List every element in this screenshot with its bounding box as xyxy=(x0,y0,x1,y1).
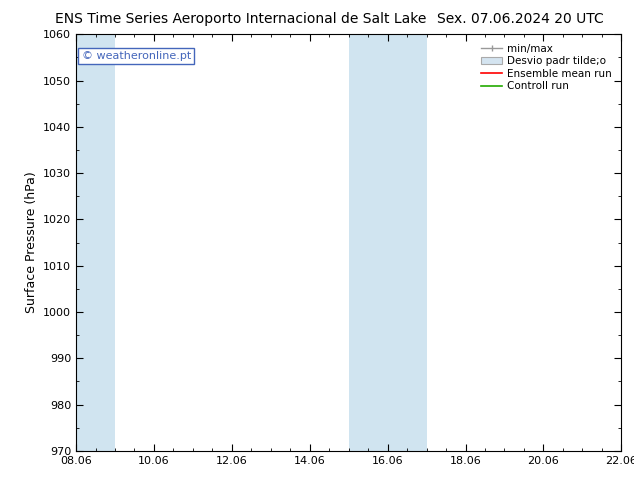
Bar xyxy=(621,34,634,451)
Y-axis label: Surface Pressure (hPa): Surface Pressure (hPa) xyxy=(25,172,37,314)
Bar xyxy=(76,34,115,451)
Text: ENS Time Series Aeroporto Internacional de Salt Lake: ENS Time Series Aeroporto Internacional … xyxy=(55,12,427,26)
Legend: min/max, Desvio padr tilde;o, Ensemble mean run, Controll run: min/max, Desvio padr tilde;o, Ensemble m… xyxy=(477,40,616,96)
Text: Sex. 07.06.2024 20 UTC: Sex. 07.06.2024 20 UTC xyxy=(436,12,604,26)
Text: © weatheronline.pt: © weatheronline.pt xyxy=(82,51,191,61)
Bar xyxy=(349,34,427,451)
